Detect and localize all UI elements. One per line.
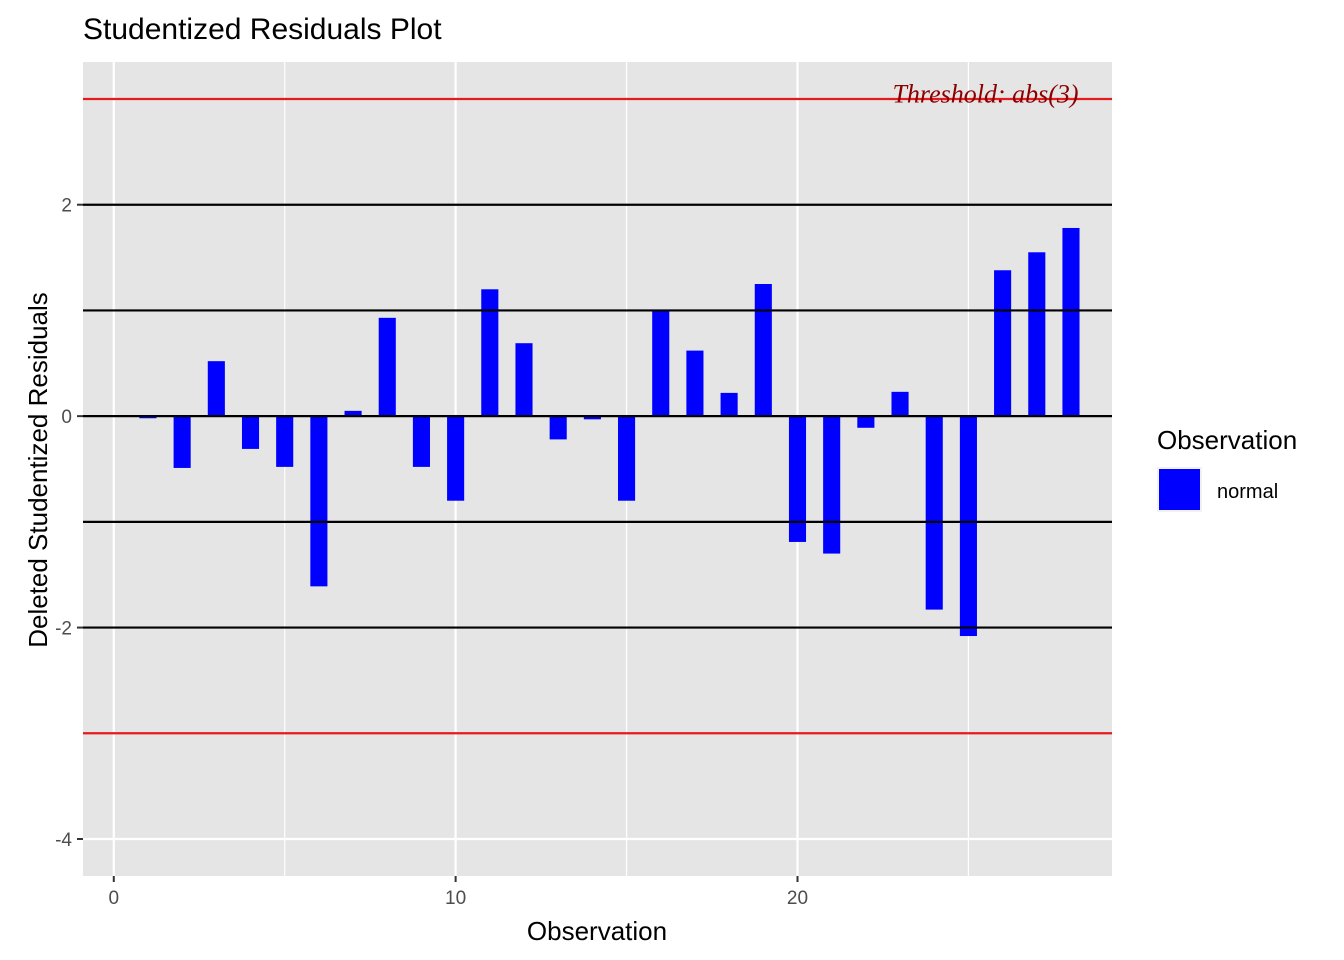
x-axis: 0 10 20 bbox=[108, 876, 808, 909]
y-axis: -4 -2 0 2 bbox=[55, 196, 83, 851]
bar bbox=[618, 416, 636, 501]
bars-layer bbox=[139, 227, 1080, 637]
x-axis-title: Observation bbox=[527, 916, 667, 946]
bar bbox=[1062, 227, 1080, 417]
y-axis-title: Deleted Studentized Residuals bbox=[23, 292, 53, 648]
bar bbox=[344, 410, 362, 417]
x-tick-label: 20 bbox=[787, 888, 808, 909]
bar bbox=[925, 416, 943, 610]
x-tick-label: 10 bbox=[445, 888, 466, 909]
bar bbox=[412, 416, 430, 467]
legend-key-normal bbox=[1157, 467, 1202, 512]
bar bbox=[788, 416, 807, 542]
bar bbox=[754, 284, 772, 417]
bar bbox=[276, 416, 294, 467]
threshold-annotation: Threshold: abs(3) bbox=[892, 80, 1078, 109]
bar bbox=[583, 416, 601, 420]
bar bbox=[823, 416, 841, 554]
bar bbox=[720, 392, 738, 417]
plot-panel bbox=[83, 62, 1112, 876]
bar bbox=[515, 343, 533, 417]
legend: Observation normal bbox=[1157, 425, 1297, 512]
bar bbox=[481, 289, 499, 417]
bar bbox=[241, 416, 260, 449]
bar bbox=[310, 416, 328, 587]
chart-title: Studentized Residuals Plot bbox=[83, 13, 442, 46]
bar bbox=[891, 391, 909, 417]
bar bbox=[207, 361, 225, 417]
bar bbox=[959, 416, 977, 637]
y-tick-label: 0 bbox=[61, 407, 72, 428]
bar bbox=[549, 416, 567, 440]
bar bbox=[652, 310, 670, 417]
bar bbox=[1028, 252, 1046, 417]
x-tick-label: 0 bbox=[108, 888, 119, 909]
bar bbox=[378, 317, 396, 417]
bar bbox=[173, 416, 191, 468]
bar bbox=[447, 416, 465, 501]
bar bbox=[686, 350, 704, 417]
y-tick-label: -4 bbox=[55, 830, 72, 851]
y-tick-label: -2 bbox=[55, 619, 72, 640]
legend-label-normal: normal bbox=[1217, 481, 1278, 503]
reference-lines bbox=[83, 97, 1112, 735]
legend-title: Observation bbox=[1157, 425, 1297, 455]
bar bbox=[994, 270, 1012, 417]
bar bbox=[857, 416, 875, 428]
y-tick-label: 2 bbox=[61, 196, 72, 217]
